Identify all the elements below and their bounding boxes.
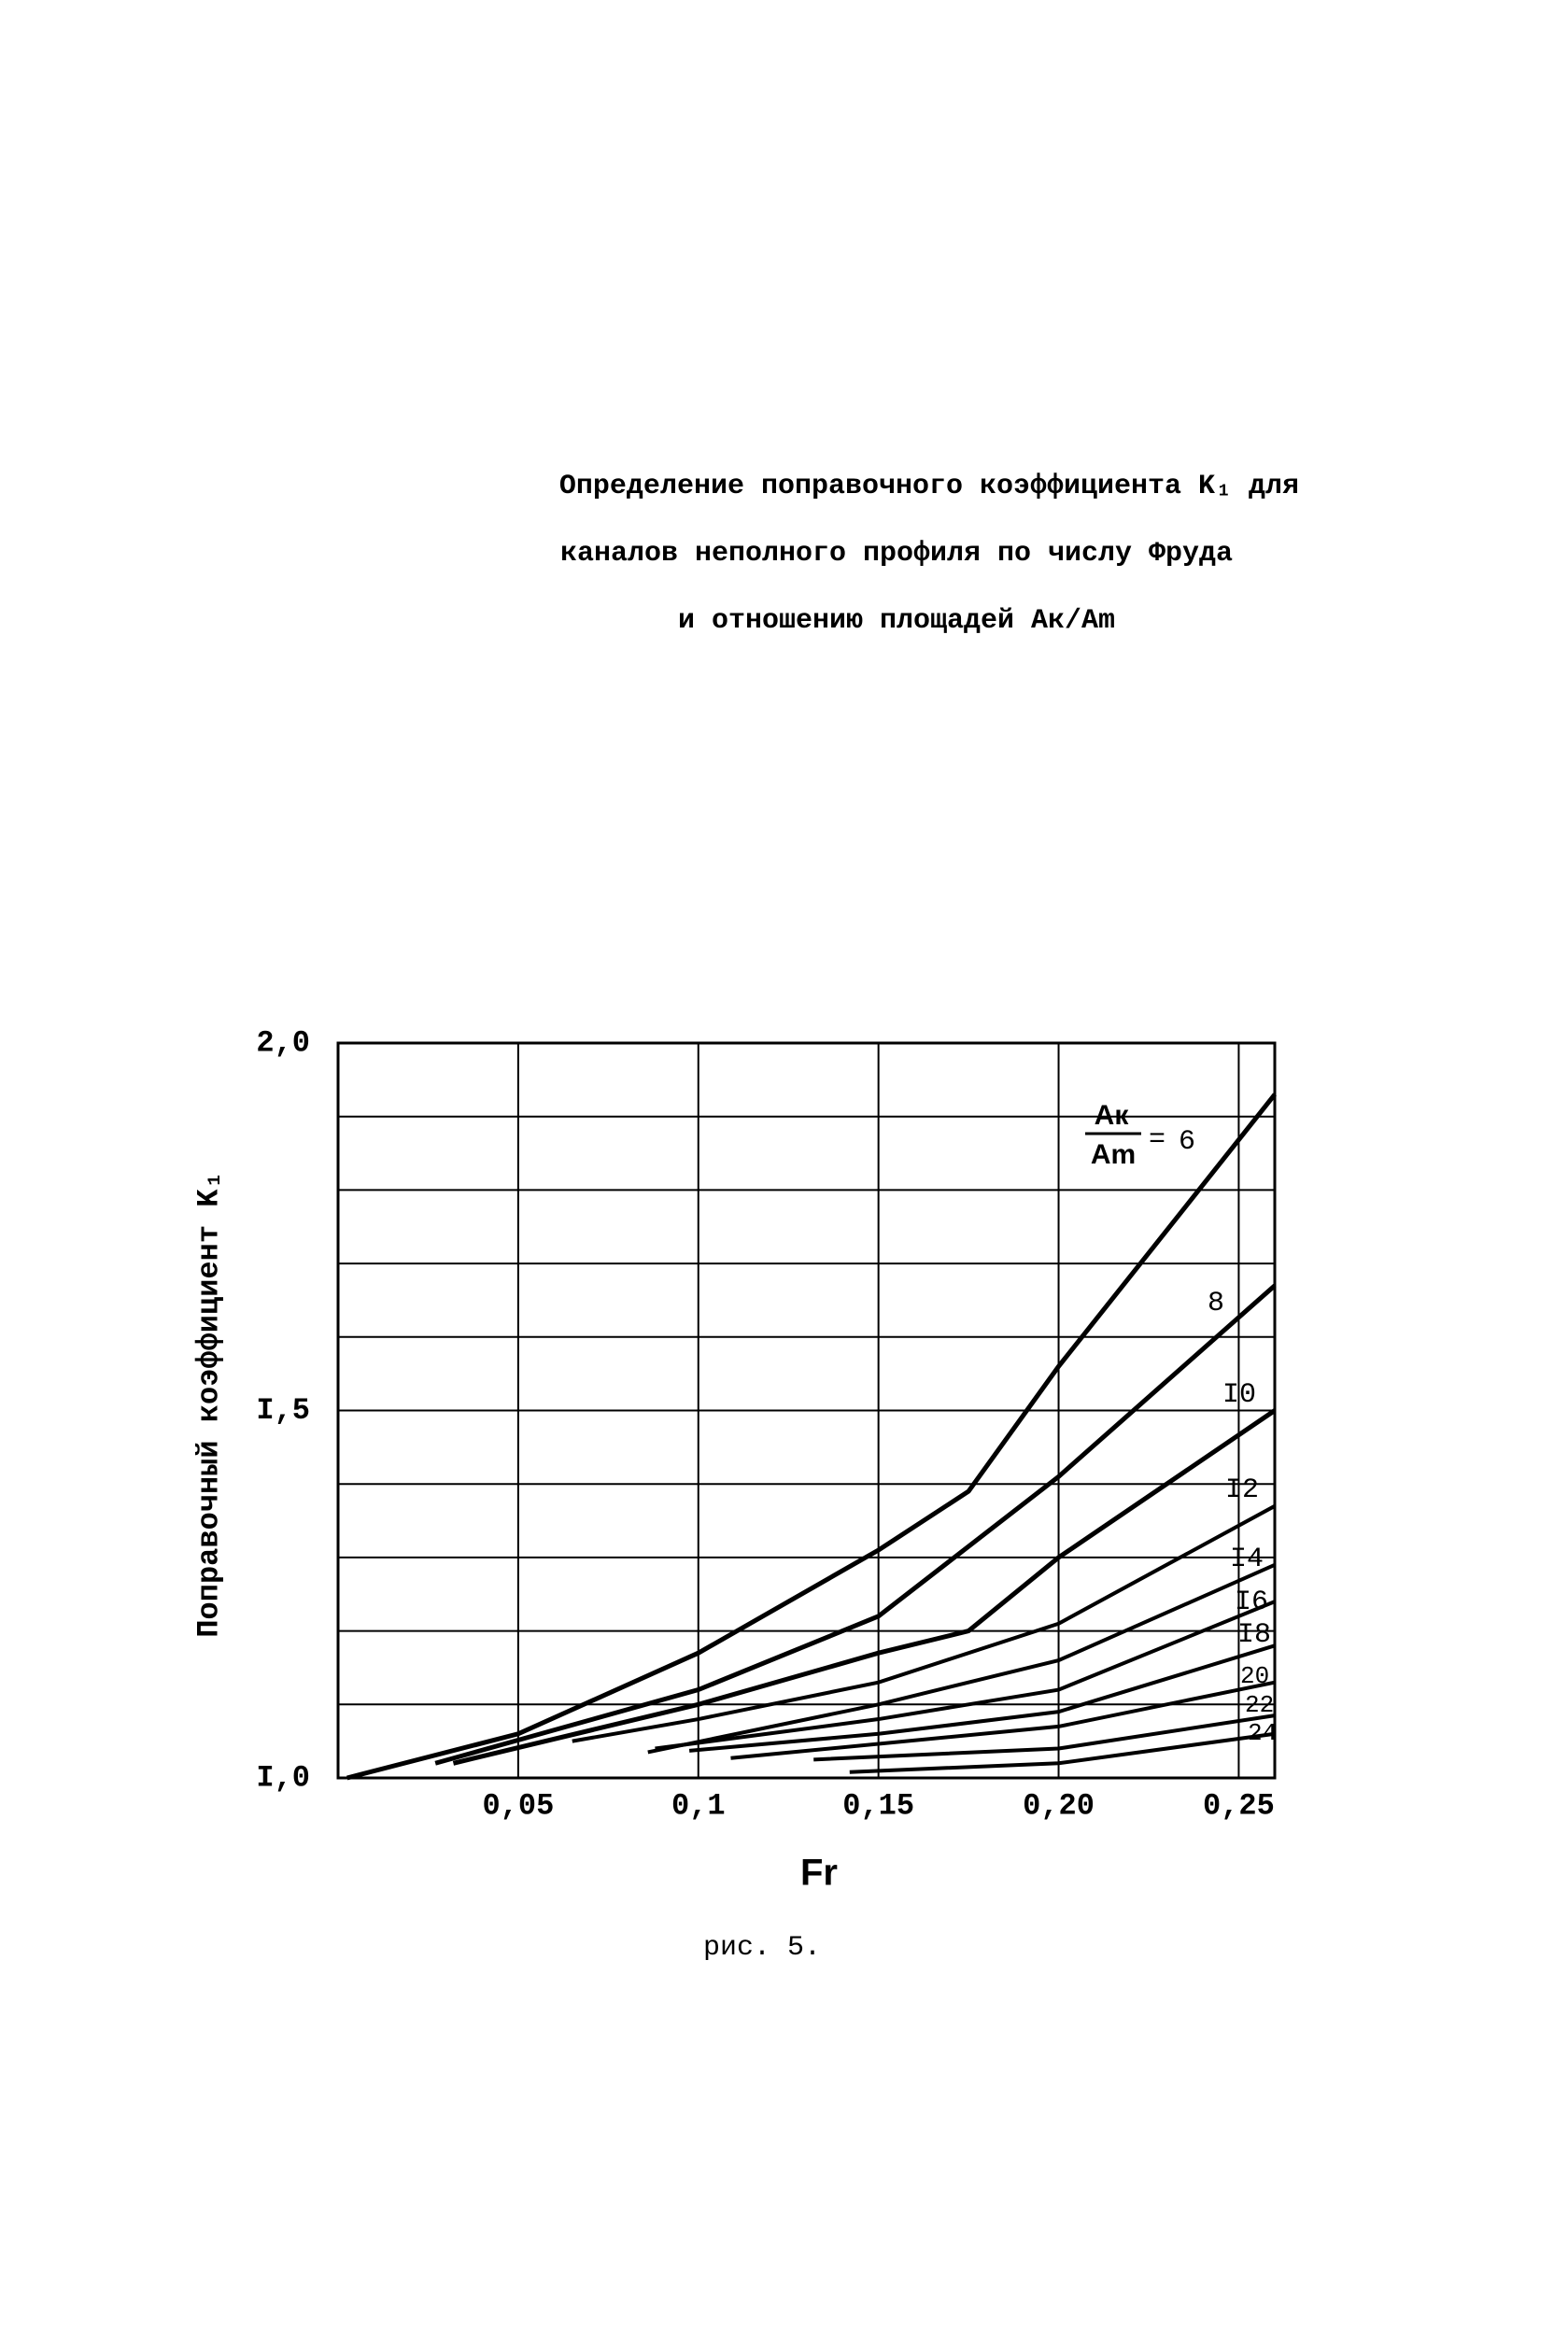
curve [572,1504,1276,1743]
title-line: каналов неполного профиля по числу Фруда [560,538,1233,570]
fraction-numerator: Aк [1095,1100,1130,1131]
series-label: 6 [1179,1126,1195,1158]
curve [647,1562,1276,1755]
curve [434,1283,1277,1766]
curve [346,1093,1277,1781]
curve [730,1680,1276,1760]
series-label: I4 [1230,1544,1264,1575]
series-label: I8 [1237,1619,1271,1651]
curve [849,1731,1276,1774]
series-label: I0 [1222,1379,1256,1411]
fraction-equals: = [1149,1124,1165,1156]
x-tick-label: 0,20 [1023,1788,1095,1823]
series-label: I2 [1225,1474,1259,1506]
y-tick-label: I,5 [256,1393,310,1428]
x-tick-label: 0,05 [482,1788,554,1823]
curve [813,1714,1276,1762]
title-line: Определение поправочного коэффициента K₁… [559,471,1299,502]
curve [655,1600,1276,1751]
series-label: 22 [1245,1691,1274,1719]
y-tick-label: I,0 [256,1760,310,1795]
y-tick-label: 2,0 [256,1025,310,1060]
curve [688,1643,1276,1753]
x-tick-label: 0,25 [1203,1788,1275,1823]
x-tick-label: 0,15 [842,1788,914,1823]
series-label: 8 [1208,1288,1224,1319]
fraction-denominator: Am [1091,1139,1136,1170]
series-label: 20 [1240,1662,1269,1690]
curve [452,1408,1277,1766]
x-tick-label: 0,1 [671,1788,726,1823]
series-label: 24 [1248,1719,1277,1747]
y-axis-label: Поправочный коэффициент K₁ [191,1171,226,1637]
title-line: и отношению площадей Aк/Am [678,605,1115,637]
x-axis-label: Fr [800,1853,838,1894]
caption: рис. 5. [703,1932,821,1964]
series-label: I6 [1235,1587,1268,1618]
